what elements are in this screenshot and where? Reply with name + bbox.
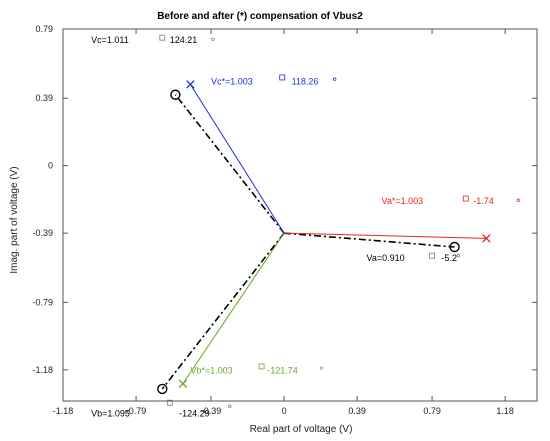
axes-frame: -1.18 -0.79 -0.39 0 0.39 0.79 1.18 0.79 0.39 0 -0.… — [32, 24, 538, 416]
phasor-tip-va — [449, 241, 460, 253]
phasor-magnitude-vc: Vc=1.011 — [91, 35, 129, 45]
y-tick-label: -0.79 — [32, 297, 53, 307]
phasor-line-vc-star — [189, 84, 285, 234]
phasor-dot-vb-star — [319, 366, 324, 370]
y-tick-label: 0.39 — [35, 93, 53, 103]
phasor-line-va — [284, 232, 455, 248]
x-tick-label: 0.39 — [348, 406, 366, 416]
phasor-tip-vc-star — [186, 80, 195, 89]
phasor-angle-vb-star: -121.74 — [267, 365, 298, 375]
phasor-tip-vc — [170, 89, 181, 100]
phasor-square-vc-star — [279, 74, 286, 81]
y-tick-label: -0.39 — [32, 228, 53, 238]
phasor-dot-vc-star — [333, 77, 337, 81]
y-tick-label: -1.18 — [32, 365, 53, 375]
phasor-dot-va — [456, 254, 460, 258]
phasor-magnitude-va-star: Va*=1.003 — [381, 196, 423, 206]
y-tick-label: 0.79 — [35, 24, 53, 34]
phasor-tip-vb — [157, 383, 168, 395]
phasor-angle-va-star: -1.74 — [473, 196, 494, 206]
x-tick-label: 1.18 — [496, 406, 514, 416]
phasor-line-vb — [161, 232, 285, 390]
phasor-dot-vb — [228, 404, 232, 408]
phasor-magnitude-vc-star: Vc*=1.003 — [211, 76, 253, 86]
phasor-line-vc — [174, 94, 285, 234]
phasor-square-va — [429, 252, 435, 259]
phasor-square-vb — [166, 399, 173, 406]
phasor-line-vb-star — [182, 232, 285, 384]
phasor-tip-vb-star — [178, 379, 188, 388]
phasor-series: Va=0.910 -5.2 Vb=1.095 -124.29 Vc=1.011 124.2… — [91, 34, 520, 419]
y-axis-label: Imag. part of voltage (V) — [9, 166, 20, 273]
phasor-magnitude-va: Va=0.910 — [367, 253, 405, 263]
plot-frame — [62, 28, 538, 402]
phasor-magnitude-vb: Vb=1.095 — [91, 409, 130, 419]
x-tick-label: 0 — [282, 406, 287, 416]
phasor-magnitude-vb-star: Vb*=1.003 — [190, 365, 232, 375]
x-axis-label: Real part of voltage (V) — [250, 424, 353, 435]
phasor-angle-vc-star: 118.26 — [292, 76, 319, 86]
phasor-line-va-star — [284, 232, 487, 239]
x-tick-label: 0.79 — [423, 406, 441, 416]
x-tick-label: -0.79 — [126, 406, 147, 416]
phasor-tip-va-star — [482, 234, 491, 243]
phasor-square-vb-star — [258, 363, 265, 370]
phasor-square-vc — [159, 34, 166, 41]
y-tick-label: 0 — [48, 161, 53, 171]
x-tick-label: -0.39 — [201, 406, 222, 416]
phasor-angle-vc: 124.21 — [170, 35, 198, 45]
phasor-angle-vb: -124.29 — [179, 409, 210, 419]
x-tick-label: -1.18 — [53, 406, 74, 416]
phasor-square-va-star — [462, 195, 469, 202]
phasor-dot-vc — [211, 37, 215, 42]
phasor-dot-va-star — [516, 198, 520, 202]
chart-title: Before and after (*) compensation of Vbu… — [157, 11, 363, 22]
phasor-angle-va: -5.2 — [441, 253, 457, 263]
